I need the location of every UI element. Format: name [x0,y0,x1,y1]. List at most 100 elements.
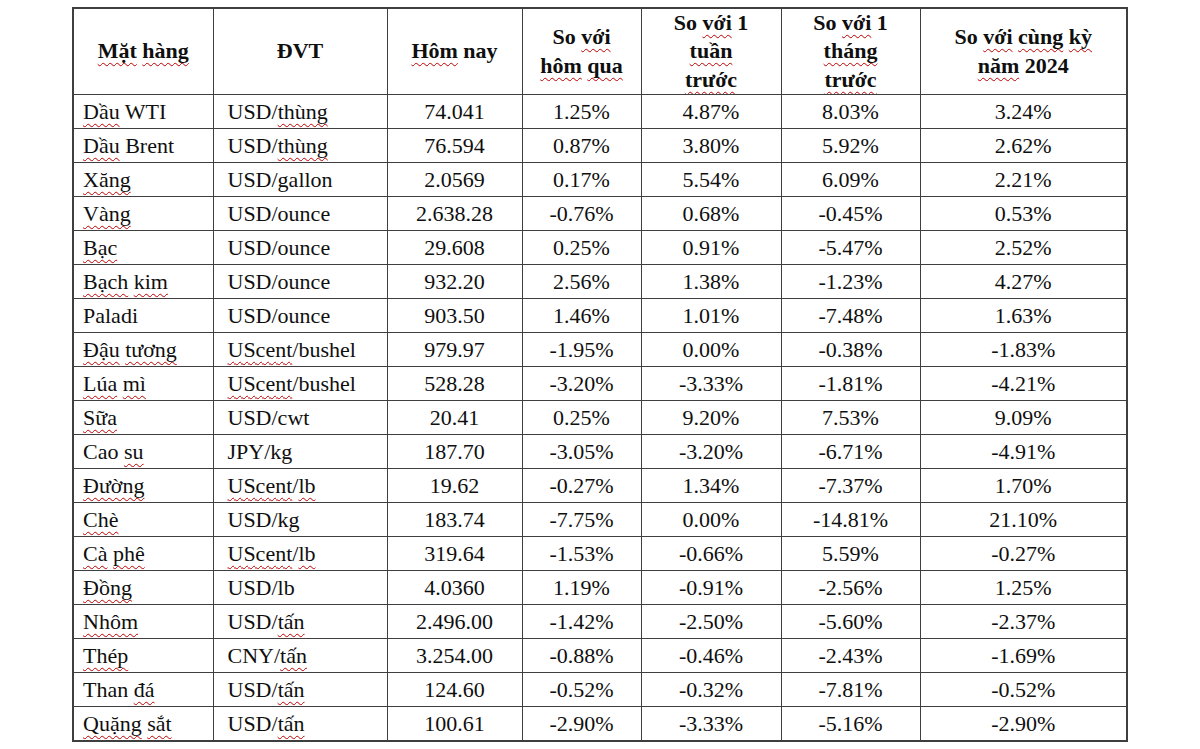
misspelled-word: Cà [83,541,107,566]
misspelled-word: UScent [228,371,293,396]
cell-change-vs-week: 3.80% [641,129,781,163]
cell-change-vs-month: -1.23% [781,265,920,299]
cell-unit: UScent/bushel [213,333,387,367]
cell-change-vs-month: 5.59% [781,537,920,571]
table-row: Cao suJPY/kg187.70-3.05%-3.20%-6.71%-4.9… [73,435,1127,469]
cell-change-vs-month: -5.60% [781,605,920,639]
misspelled-word: Đường [83,473,144,498]
misspelled-word: với [702,10,731,35]
misspelled-word: lb [298,473,315,498]
word: WTI [120,99,167,124]
cell-change-vs-week: -0.91% [641,571,781,605]
cell-change-vs-yesterday: -1.42% [522,605,641,639]
cell-change-vs-yesterday: 0.25% [522,401,641,435]
cell-change-vs-week: -2.50% [641,605,781,639]
misspelled-word: với [842,10,871,35]
word: USD/ [228,133,278,158]
cell-commodity-name: Cao su [73,435,213,469]
column-header-name: Mặt hàng [73,8,213,95]
cell-commodity-name: Dầu Brent [73,129,213,163]
column-header-today: Hôm nay [387,8,522,95]
cell-change-vs-yesterday: -3.20% [522,367,641,401]
cell-change-vs-week: -0.32% [641,673,781,707]
cell-unit: USD/gallon [213,163,387,197]
misspelled-word: thùng [278,99,328,124]
cell-commodity-name: Chè [73,503,213,537]
cell-price-today: 528.28 [387,367,522,401]
table-header: Mặt hàngĐVTHôm naySo vớihôm quaSo với 1t… [73,8,1127,95]
cell-price-today: 19.62 [387,469,522,503]
cell-change-vs-yesterday: 1.19% [522,571,641,605]
misspelled-word: Quặng [83,711,142,736]
cell-change-vs-week: 0.00% [641,503,781,537]
table-row: BạcUSD/ounce29.6080.25%0.91%-5.47%2.52% [73,231,1127,265]
cell-change-vs-yesterday: -7.75% [522,503,641,537]
word: USD/ounce [228,235,331,260]
cell-change-vs-month: -0.38% [781,333,920,367]
table-row: Than đáUSD/tấn124.60-0.52%-0.32%-7.81%-0… [73,673,1127,707]
misspelled-word: su [124,439,144,464]
misspelled-word: năm [978,53,1020,78]
misspelled-word: kỳ [1069,24,1092,49]
cell-change-vs-week: 9.20% [641,401,781,435]
commodity-price-table: Mặt hàngĐVTHôm naySo vớihôm quaSo với 1t… [72,7,1128,742]
table-row: ĐồngUSD/lb4.03601.19%-0.91%-2.56%1.25% [73,571,1127,605]
cell-price-today: 2.638.28 [387,197,522,231]
cell-change-vs-yesterday: 0.87% [522,129,641,163]
cell-change-vs-week: 0.00% [641,333,781,367]
cell-change-vs-month: -1.81% [781,367,920,401]
column-header-m1: So với 1thángtrước [781,8,920,95]
misspelled-word: với [983,24,1012,49]
misspelled-word: Dầu [83,99,120,124]
cell-change-vs-yesterday: -3.05% [522,435,641,469]
word: ĐVT [277,38,323,63]
cell-change-vs-yesterday: -2.90% [522,707,641,742]
cell-unit: UScent/bushel [213,367,387,401]
misspelled-word: Sữa [83,405,117,430]
cell-change-vs-year-2024: -0.52% [920,673,1127,707]
cell-change-vs-year-2024: -2.90% [920,707,1127,742]
cell-unit: USD/tấn [213,707,387,742]
cell-price-today: 100.61 [387,707,522,742]
word: USD/ounce [228,303,331,328]
misspelled-word: lb [298,541,315,566]
misspelled-word: tương [125,337,177,362]
cell-price-today: 124.60 [387,673,522,707]
cell-change-vs-year-2024: 2.52% [920,231,1127,265]
cell-change-vs-year-2024: 21.10% [920,503,1127,537]
cell-commodity-name: Nhôm [73,605,213,639]
cell-change-vs-year-2024: 1.70% [920,469,1127,503]
cell-change-vs-week: 1.01% [641,299,781,333]
cell-change-vs-year-2024: 0.53% [920,197,1127,231]
header-row: Mặt hàngĐVTHôm naySo vớihôm quaSo với 1t… [73,8,1127,95]
cell-change-vs-month: -7.81% [781,673,920,707]
word: CNY/ [228,643,281,668]
cell-change-vs-yesterday: 1.46% [522,299,641,333]
cell-change-vs-yesterday: 1.25% [522,95,641,129]
word: USD/ounce [228,201,331,226]
cell-unit: USD/thùng [213,95,387,129]
cell-change-vs-year-2024: 2.21% [920,163,1127,197]
cell-price-today: 76.594 [387,129,522,163]
misspelled-word: Vàng [83,201,131,226]
misspelled-word: tấn [278,609,305,634]
table-row: XăngUSD/gallon2.05690.17%5.54%6.09%2.21% [73,163,1127,197]
cell-price-today: 979.97 [387,333,522,367]
cell-price-today: 903.50 [387,299,522,333]
table-row: ThépCNY/tấn3.254.00-0.88%-0.46%-2.43%-1.… [73,639,1127,673]
misspelled-word: UScent [228,473,293,498]
cell-commodity-name: Đồng [73,571,213,605]
word: Than [83,677,134,702]
cell-unit: USD/thùng [213,129,387,163]
misspelled-word: thùng [278,133,328,158]
cell-change-vs-week: 1.38% [641,265,781,299]
table-row: Dầu BrentUSD/thùng76.5940.87%3.80%5.92%2… [73,129,1127,163]
misspelled-word: sắt [147,711,171,736]
cell-change-vs-month: -2.43% [781,639,920,673]
cell-change-vs-month: 5.92% [781,129,920,163]
misspelled-word: Xăng [83,167,131,192]
cell-change-vs-year-2024: 1.25% [920,571,1127,605]
misspelled-word: qua [587,53,622,78]
cell-change-vs-month: -2.56% [781,571,920,605]
cell-change-vs-yesterday: -1.53% [522,537,641,571]
